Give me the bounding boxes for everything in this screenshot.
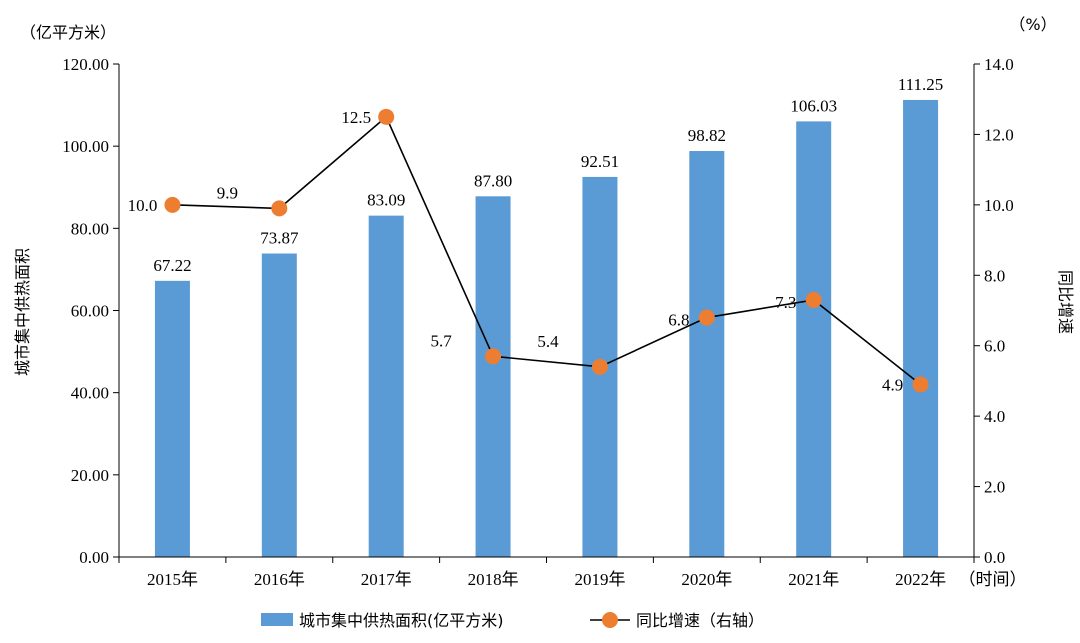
legend-bar-swatch bbox=[261, 613, 293, 626]
x-tick-label: 2019年 bbox=[574, 570, 625, 589]
line-data-label: 6.8 bbox=[668, 311, 689, 330]
right-tick-label: 14.0 bbox=[984, 55, 1014, 74]
bar-6 bbox=[689, 151, 725, 557]
line-data-label: 5.7 bbox=[430, 331, 452, 350]
left-tick-label: 100.00 bbox=[62, 137, 109, 156]
bar-data-label: 92.51 bbox=[581, 152, 619, 171]
bar-3 bbox=[368, 215, 404, 557]
x-tick-label: 2015年 bbox=[147, 570, 198, 589]
growth-point-3 bbox=[378, 108, 395, 125]
growth-point-1 bbox=[164, 196, 181, 213]
line-data-label: 9.9 bbox=[217, 183, 238, 202]
bar-data-label: 73.87 bbox=[260, 229, 299, 248]
line-data-label: 5.4 bbox=[537, 332, 559, 351]
growth-line bbox=[172, 115, 922, 386]
bar-2 bbox=[261, 253, 297, 558]
left-tick-label: 40.00 bbox=[71, 384, 109, 403]
bar-data-label: 98.82 bbox=[688, 126, 726, 145]
bar-1 bbox=[154, 280, 190, 557]
bar-8 bbox=[903, 99, 939, 558]
right-tick-label: 2.0 bbox=[984, 478, 1005, 497]
line-data-label: 4.9 bbox=[882, 375, 903, 394]
x-axis-suffix: （时间） bbox=[959, 570, 1027, 589]
x-tick-label: 2018年 bbox=[468, 570, 519, 589]
bar-data-label: 106.03 bbox=[790, 96, 837, 115]
line-data-label: 10.0 bbox=[128, 196, 158, 215]
right-tick-label: 10.0 bbox=[984, 196, 1014, 215]
growth-point-2 bbox=[271, 200, 288, 217]
right-tick-label: 0.0 bbox=[984, 548, 1005, 567]
right-tick-label: 8.0 bbox=[984, 266, 1005, 285]
right-axis-unit: （%） bbox=[1009, 15, 1056, 34]
growth-point-5 bbox=[591, 358, 608, 375]
left-tick-label: 20.00 bbox=[71, 466, 109, 485]
right-axis-title: 同比增速 bbox=[1056, 270, 1075, 334]
left-axis-unit: （亿平方米） bbox=[20, 23, 116, 42]
x-tick-label: 2021年 bbox=[788, 570, 839, 589]
growth-point-6 bbox=[698, 309, 715, 326]
right-tick-label: 6.0 bbox=[984, 337, 1005, 356]
left-tick-label: 60.00 bbox=[71, 302, 109, 321]
left-axis-title: 城市集中供热面积 bbox=[13, 248, 32, 376]
x-tick-label: 2020年 bbox=[681, 570, 732, 589]
left-tick-label: 0.00 bbox=[79, 548, 109, 567]
left-tick-label: 120.00 bbox=[62, 55, 109, 74]
left-tick-label: 80.00 bbox=[71, 219, 109, 238]
x-tick-label: 2022年 bbox=[895, 570, 946, 589]
right-tick-label: 12.0 bbox=[984, 125, 1014, 144]
bar-data-label: 67.22 bbox=[153, 256, 191, 275]
growth-point-7 bbox=[805, 291, 822, 308]
legend-marker-swatch bbox=[602, 612, 618, 628]
legend-bar-label: 城市集中供热面积(亿平方米) bbox=[299, 611, 504, 630]
line-data-label: 12.5 bbox=[341, 108, 371, 127]
bar-data-label: 87.80 bbox=[474, 171, 512, 190]
line-data-label: 7.3 bbox=[775, 293, 796, 312]
x-tick-label: 2016年 bbox=[254, 570, 305, 589]
growth-point-4 bbox=[485, 348, 502, 365]
bar-7 bbox=[796, 121, 832, 557]
legend-line-label: 同比增速（右轴） bbox=[636, 611, 764, 630]
bar-data-label: 83.09 bbox=[367, 191, 405, 210]
x-tick-label: 2017年 bbox=[361, 570, 412, 589]
bar-4 bbox=[475, 196, 511, 557]
right-tick-label: 4.0 bbox=[984, 407, 1005, 426]
growth-point-8 bbox=[912, 376, 929, 393]
bar-data-label: 111.25 bbox=[898, 75, 944, 94]
